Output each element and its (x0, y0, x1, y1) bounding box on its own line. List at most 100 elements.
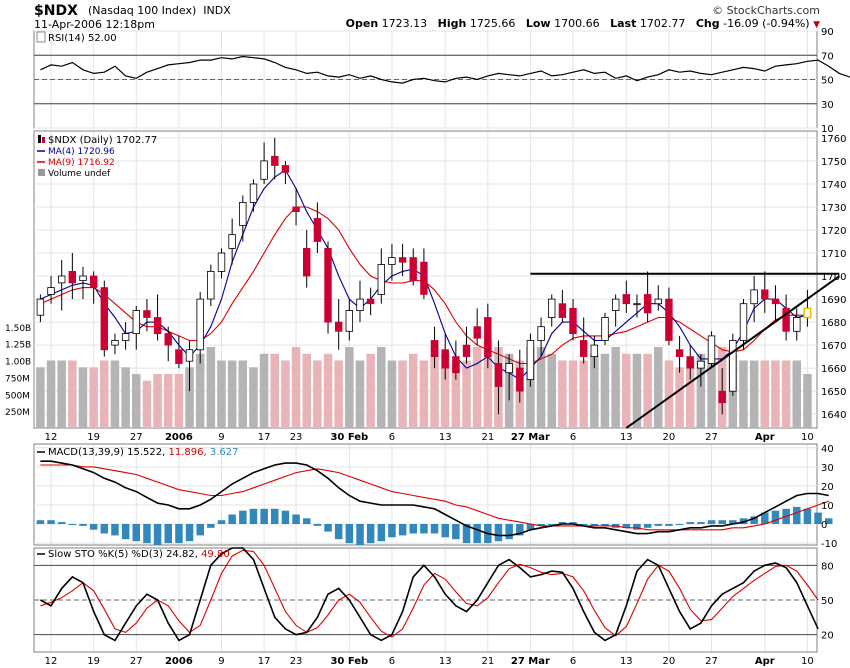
xtick-label: 12 (45, 432, 58, 443)
xtick-label: 27 (130, 432, 143, 443)
candle-body (302, 247, 311, 277)
xtick-label: Apr (755, 656, 775, 667)
volume-bar (664, 360, 674, 428)
macd-histogram-bar (505, 524, 513, 540)
volume-tick-label: 250M (5, 408, 30, 418)
volume-bar (749, 360, 759, 428)
candle-body (675, 349, 684, 358)
low-label: Low (525, 17, 551, 30)
macd-title-part: 3.627 (210, 447, 239, 458)
price-ytick-label: 1680 (821, 318, 846, 329)
candle-body (79, 275, 87, 281)
macd-title-part: 11.896, (169, 447, 210, 458)
candle-body (68, 270, 76, 284)
candle-body (164, 333, 172, 346)
macd-ytick-label: 10 (821, 501, 834, 512)
macd-histogram-bar (303, 518, 311, 524)
macd-histogram-bar (89, 524, 98, 530)
volume-bar (590, 353, 599, 429)
xtick-label: 6 (389, 656, 395, 667)
macd-histogram-bar (580, 524, 588, 525)
macd-histogram-bar (143, 524, 151, 544)
macd-histogram-bar (814, 512, 822, 524)
volume-bar (89, 367, 98, 429)
macd-histogram-bar (185, 524, 194, 542)
xtick-label: 23 (290, 656, 303, 667)
macd-histogram-bar (761, 512, 769, 524)
candle-legend-icon (42, 137, 45, 143)
price-ytick-label: 1730 (821, 203, 846, 214)
volume-bar (622, 353, 631, 429)
symbol-description: (Nasdaq 100 Index) (88, 4, 197, 17)
xtick-label: 27 (705, 656, 718, 667)
xtick-label: 2006 (165, 656, 193, 667)
last-label: Last (610, 17, 637, 30)
volume-bar (558, 360, 567, 428)
macd-histogram-bar (718, 520, 726, 524)
candle-body (228, 234, 236, 249)
macd-title-part: MACD(13,39,9) (48, 447, 127, 458)
price-legend-entry: MA(4) 1720.96 (48, 147, 115, 157)
candle-body (782, 307, 790, 332)
sto-ytick-label: 80 (821, 561, 834, 572)
macd-histogram-bar (281, 510, 290, 524)
candle-body (739, 303, 748, 341)
volume-bar (291, 347, 301, 428)
macd-histogram-bar (271, 508, 279, 524)
candle-body (505, 363, 513, 374)
candle-body (334, 321, 343, 332)
candle-body (707, 335, 716, 364)
macd-histogram-bar (452, 524, 460, 540)
chg-label: Chg (695, 17, 720, 30)
volume-bar (536, 347, 546, 428)
candle-body (718, 390, 726, 404)
low-value: 1700.66 (554, 17, 600, 30)
candle-body (324, 247, 332, 323)
volume-legend-icon (38, 169, 45, 176)
volume-bar (451, 360, 461, 428)
volume-bar (302, 353, 311, 429)
candle-body (100, 287, 108, 351)
volume-bar (654, 347, 663, 428)
macd-histogram-bar (462, 524, 471, 544)
xtick-label: 19 (87, 656, 100, 667)
macd-histogram-bar (548, 524, 556, 525)
candle-body (175, 349, 183, 364)
candle-body (654, 298, 662, 305)
candle-body (537, 326, 545, 341)
volume-bar (462, 360, 471, 428)
candle-body (643, 294, 652, 314)
volume-bar (281, 360, 290, 428)
watermark: © StockCharts.com (712, 4, 820, 17)
macd-histogram-bar (366, 524, 375, 544)
candle-body (398, 257, 407, 263)
volume-bar (36, 367, 45, 429)
macd-histogram-bar (377, 524, 386, 542)
macd-histogram-bar (803, 508, 812, 524)
volume-bar (760, 360, 769, 428)
price-ytick-label: 1650 (821, 387, 846, 398)
volume-bar (142, 380, 152, 429)
macd-histogram-bar (793, 506, 801, 525)
volume-bar (164, 374, 173, 428)
macd-histogram-bar (111, 524, 119, 536)
macd-histogram-bar (356, 524, 364, 545)
volume-bar (707, 360, 716, 428)
volume-tick-label: 1.50B (5, 324, 31, 334)
macd-histogram-bar (558, 522, 567, 524)
macd-histogram-bar (334, 524, 343, 540)
xtick-label: Apr (755, 432, 775, 443)
macd-histogram-bar (441, 524, 449, 538)
macd-histogram-bar (249, 508, 258, 524)
candle-body (548, 298, 556, 318)
candle-body (665, 298, 673, 341)
macd-histogram-bar (100, 524, 109, 534)
symbol-title: $NDX (34, 3, 78, 19)
price-legend-entry: Volume undef (48, 169, 111, 179)
sto-title-part: 49.80 (201, 549, 230, 560)
volume-bar (547, 353, 556, 429)
candle-body (452, 356, 460, 374)
macd-histogram-bar (825, 518, 833, 524)
volume-bar (121, 367, 130, 429)
macd-histogram-bar (388, 524, 396, 538)
